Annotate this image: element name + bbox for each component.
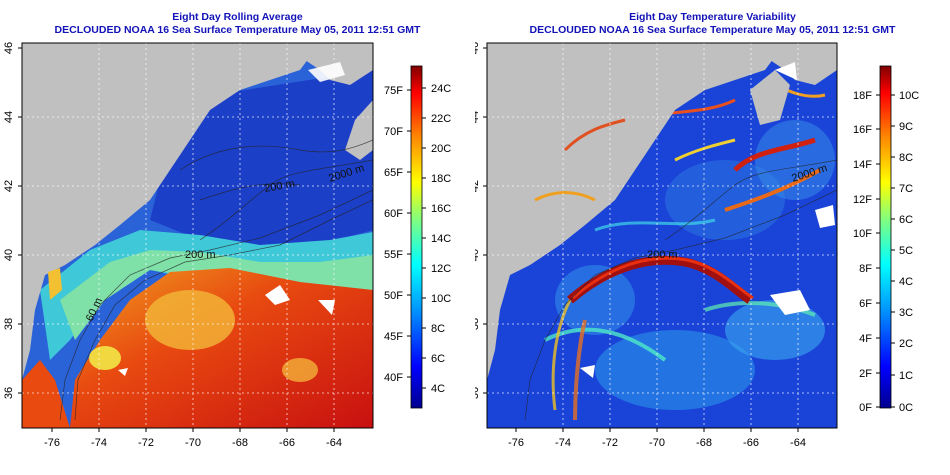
colorbar-c-label: 2C [899,338,913,350]
colorbar-c-label: 8C [431,323,445,335]
colorbar-c-label: 1C [899,370,913,382]
colorbar-c-label: 10C [899,90,919,102]
lat-tick-label: 44 [475,111,481,123]
lon-tick-label: -68 [696,437,712,449]
colorbar-c-label: 6C [899,214,913,226]
colorbar-c-label: 8C [899,152,913,164]
colorbar-c-label: 9C [899,121,913,133]
colorbar-f-label: 18F [853,90,872,102]
colorbar-f-label: 2F [859,368,872,380]
colorbar-f-label: 8F [859,263,872,275]
colorbar-c-label: 16C [431,203,451,215]
lat-tick-label: 40 [475,249,481,261]
colorbar-c-label: 12C [431,263,451,275]
average-colorbar: 75F 70F 65F 60F 55F 50F 45F 40F [384,65,451,409]
lat-tick-label: 36 [475,387,481,399]
colorbar-f-label: 10F [853,228,872,240]
colorbar-f-label: 16F [853,124,872,136]
contour-label-200m: 200 m [647,249,678,261]
colorbar-c-label: 24C [431,83,451,95]
average-lat-ticks: 46 44 42 40 38 36 [3,42,22,399]
colorbar-f-label: 4F [859,333,872,345]
colorbar-c-label: 5C [899,245,913,257]
lon-tick-label: -64 [790,437,806,449]
colorbar-f-label: 45F [384,331,403,343]
lat-tick-label: 36 [3,387,15,399]
colorbar-f-label: 0F [859,402,872,414]
colorbar-f-label: 14F [853,159,872,171]
colorbar-f-labels: 18F 16F 14F 12F 10F 8F 6F 4F 2F 0F [853,90,880,414]
average-map-svg: 2000 m 200 m 200 m 60 m -76 -74 -72 -70 … [3,42,451,449]
lat-tick-label: 44 [3,111,15,123]
variability-map-svg: 2000 m 200 m -76 -74 -72 -70 -68 -66 -64 [475,42,919,449]
colorbar-c-label: 4C [431,383,445,395]
colorbar-f-label: 60F [384,208,403,220]
colorbar-f-label: 55F [384,249,403,261]
lon-tick-label: -72 [602,437,618,449]
lon-tick-label: -68 [232,437,248,449]
average-map-frame [21,42,374,429]
lat-tick-label: 42 [3,180,15,192]
lon-tick-label: -66 [279,437,295,449]
lat-tick-label: 42 [475,180,481,192]
colorbar-f-label: 50F [384,290,403,302]
colorbar-c-labels: 24C 22C 20C 18C 16C 14C 12C 10C 8C 6C 4C [422,83,451,395]
lon-tick-label: -72 [138,437,154,449]
variability-panel: Eight Day Temperature Variability DECLOU… [475,0,950,475]
variability-lon-ticks: -76 -74 -72 -70 -68 -66 -64 [508,428,806,449]
colorbar-c-label: 0C [899,402,913,414]
average-map-area: 2000 m 200 m 200 m 60 m [22,43,373,428]
lat-tick-label: 46 [3,42,15,54]
lon-tick-label: -74 [91,437,107,449]
average-lon-ticks: -76 -74 -72 -70 -68 -66 -64 [44,428,342,449]
colorbar-c-label: 10C [431,293,451,305]
colorbar-c-label: 7C [899,183,913,195]
average-subtitle: DECLOUDED NOAA 16 Sea Surface Temperatur… [54,24,421,36]
lon-tick-label: -66 [743,437,759,449]
colorbar-f-label: 65F [384,167,403,179]
variability-colorbar: 18F 16F 14F 12F 10F 8F 6F 4F 2F 0F [853,65,919,414]
variability-title: Eight Day Temperature Variability [629,11,796,23]
variability-map-frame [486,42,838,429]
colorbar-c-label: 4C [899,276,913,288]
lat-tick-label: 40 [3,249,15,261]
colorbar-c-label: 20C [431,143,451,155]
average-title: Eight Day Rolling Average [172,11,303,23]
colorbar-c-label: 6C [431,353,445,365]
lat-tick-label: 38 [475,318,481,330]
colorbar-c-label: 22C [431,113,451,125]
colorbar-f-label: 75F [384,85,403,97]
colorbar-c-label: 14C [431,233,451,245]
variability-map-area: 2000 m 200 m [487,43,837,428]
lat-tick-label: 46 [475,42,481,54]
colorbar-f-label: 6F [859,298,872,310]
contour-label-200m-b: 200 m [185,249,216,261]
variability-lat-ticks: 46 44 42 40 38 36 [475,42,487,399]
colorbar-f-label: 70F [384,126,403,138]
colorbar-c-label: 3C [899,307,913,319]
lon-tick-label: -64 [326,437,342,449]
colorbar-c-label: 18C [431,173,451,185]
lon-tick-label: -70 [649,437,665,449]
average-panel: Eight Day Rolling Average DECLOUDED NOAA… [3,11,451,449]
colorbar-c-labels: 10C 9C 8C 7C 6C 5C 4C 3C 2C 1C 0C [891,90,919,414]
lon-tick-label: -76 [508,437,524,449]
colorbar-f-label: 12F [853,194,872,206]
contour-label-200m-a: 200 m [263,178,295,195]
lat-tick-label: 38 [3,318,15,330]
lon-tick-label: -76 [44,437,60,449]
lon-tick-label: -70 [185,437,201,449]
lon-tick-label: -74 [555,437,571,449]
colorbar-f-labels: 75F 70F 65F 60F 55F 50F 45F 40F [384,85,411,384]
colorbar-f-label: 40F [384,372,403,384]
variability-subtitle: DECLOUDED NOAA 16 Sea Surface Temperatur… [529,24,896,36]
